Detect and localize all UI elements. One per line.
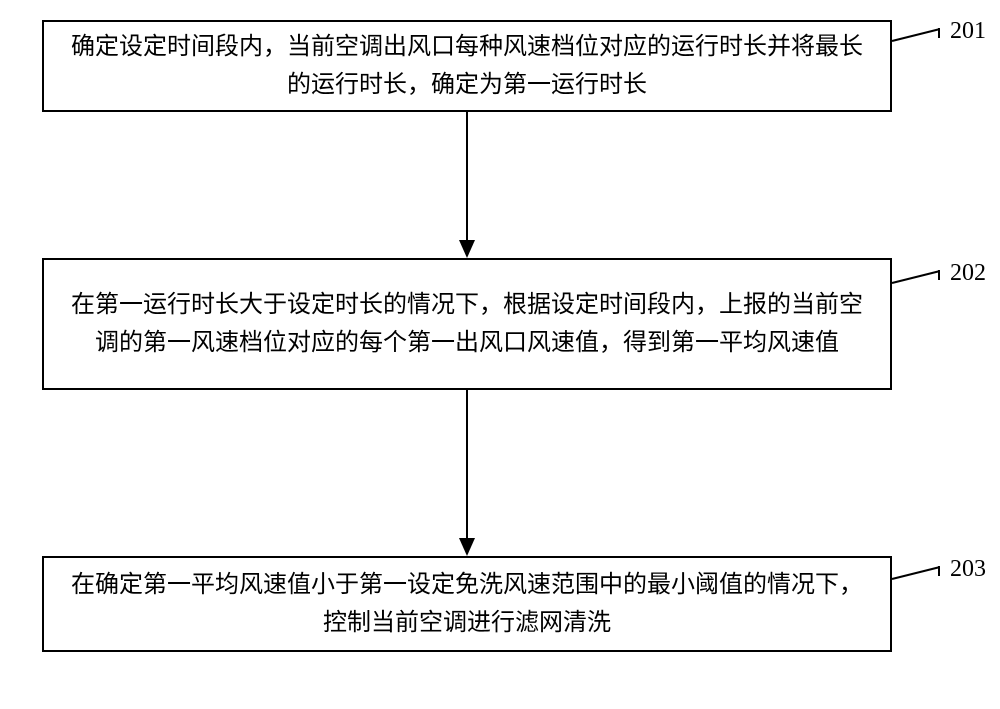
step-label-203: 203 [950,556,986,583]
label-hook-202 [938,270,940,280]
label-leader-202 [892,270,939,284]
flow-step-3: 在确定第一平均风速值小于第一设定免洗风速范围中的最小阈值的情况下，控制当前空调进… [42,556,892,652]
flow-step-2-text: 在第一运行时长大于设定时长的情况下，根据设定时间段内，上报的当前空调的第一风速档… [64,286,870,363]
arrow-1-2-line [466,112,468,240]
flow-step-2: 在第一运行时长大于设定时长的情况下，根据设定时间段内，上报的当前空调的第一风速档… [42,258,892,390]
arrow-1-2-head [459,240,475,258]
step-label-202: 202 [950,260,986,287]
flow-step-1-text: 确定设定时间段内，当前空调出风口每种风速档位对应的运行时长并将最长的运行时长，确… [64,28,870,105]
label-hook-203 [938,566,940,576]
flow-step-1: 确定设定时间段内，当前空调出风口每种风速档位对应的运行时长并将最长的运行时长，确… [42,20,892,112]
step-label-201: 201 [950,18,986,45]
flowchart-canvas: 确定设定时间段内，当前空调出风口每种风速档位对应的运行时长并将最长的运行时长，确… [0,0,1000,709]
arrow-2-3-head [459,538,475,556]
label-hook-201 [938,28,940,38]
label-leader-201 [892,28,939,42]
label-leader-203 [892,566,939,580]
flow-step-3-text: 在确定第一平均风速值小于第一设定免洗风速范围中的最小阈值的情况下，控制当前空调进… [64,566,870,643]
arrow-2-3-line [466,390,468,538]
